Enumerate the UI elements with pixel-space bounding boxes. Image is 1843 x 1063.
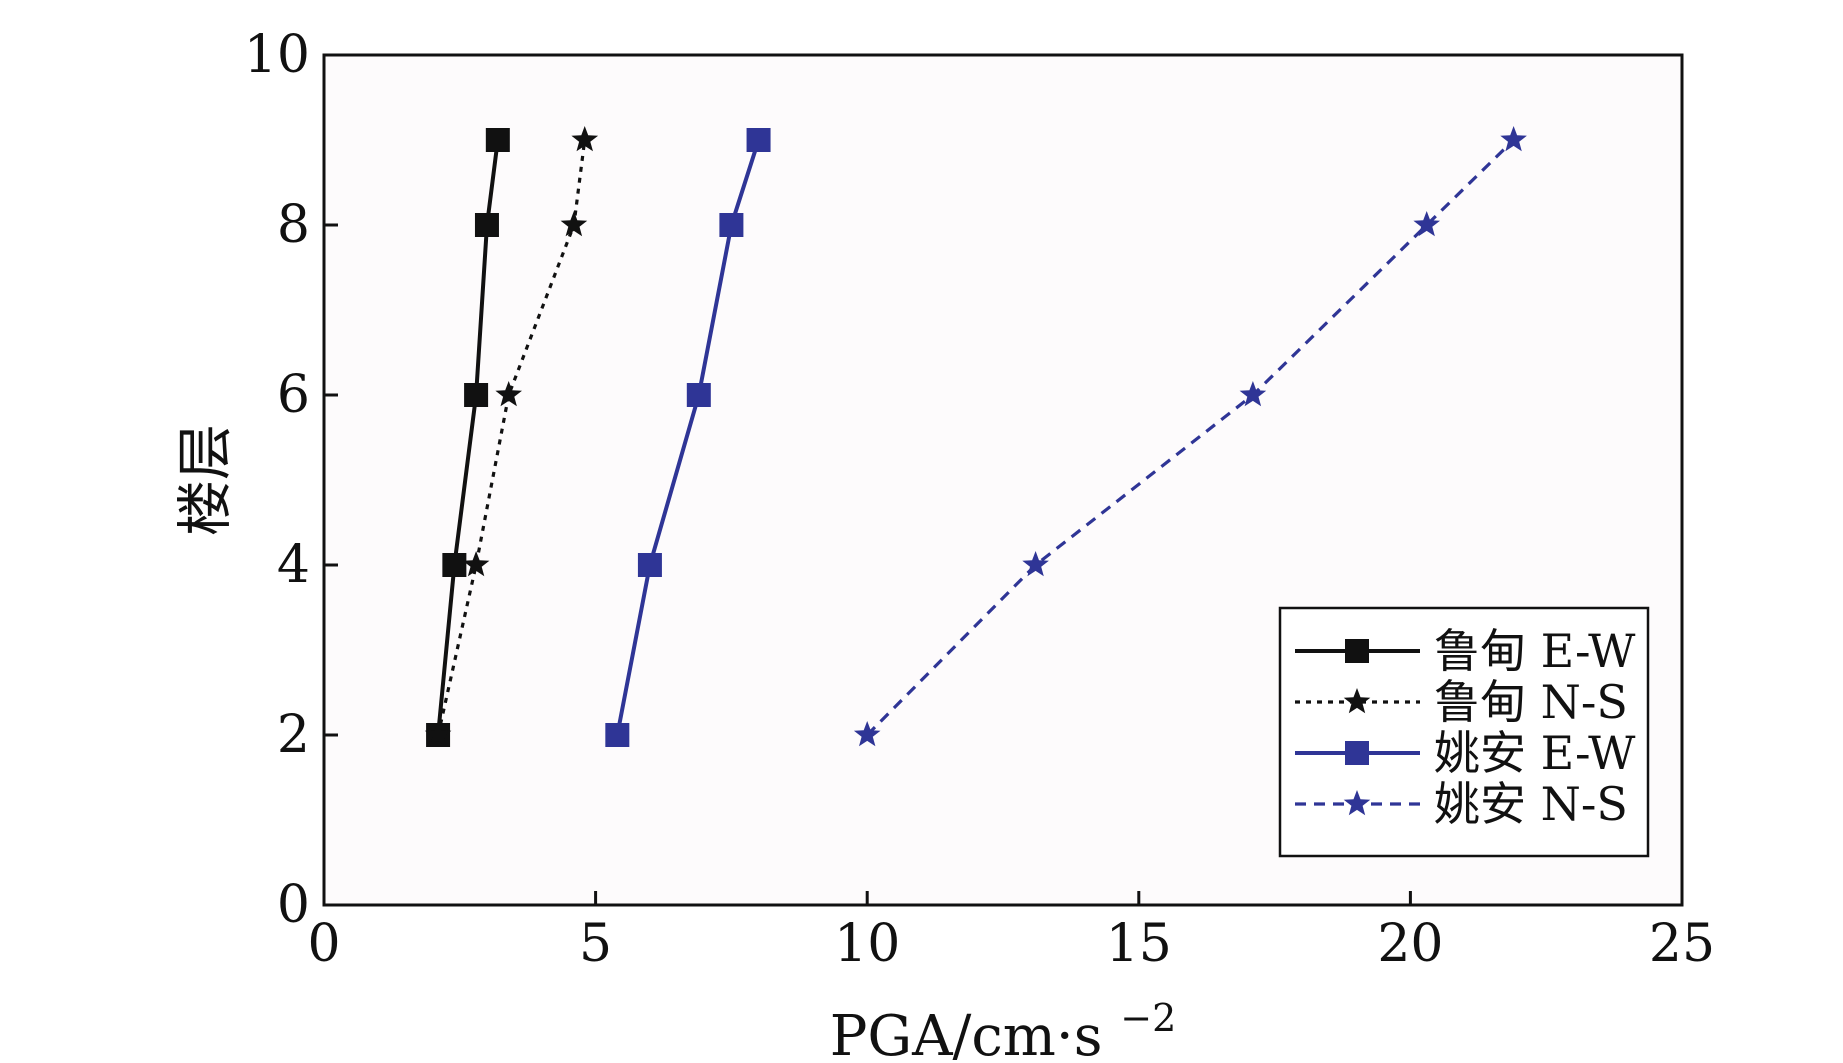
- x-axis-title: PGA/cm·s −2: [830, 996, 1177, 1063]
- y-tick-label: 10: [244, 25, 310, 85]
- x-axis-title-superscript: −2: [1120, 996, 1176, 1040]
- y-tick-label: 4: [277, 535, 310, 595]
- series-3-point: [605, 723, 630, 747]
- y-tick-label: 0: [277, 875, 310, 935]
- series-2-point: [495, 381, 522, 407]
- legend-label-1: 鲁甸 E-W: [1434, 624, 1636, 678]
- x-tick-label: 10: [834, 914, 900, 974]
- legend-marker-3: [1345, 741, 1369, 765]
- legend-label-3: 姚安 E-W: [1434, 726, 1636, 780]
- legend-marker-4: [1343, 790, 1371, 816]
- series-4-point: [1022, 551, 1049, 577]
- legend-label-2: 鲁甸 N-S: [1434, 675, 1628, 729]
- series-1-point: [485, 128, 510, 152]
- series-2-point: [560, 211, 588, 237]
- series-4-point: [1500, 126, 1527, 152]
- x-tick-label: 0: [307, 914, 340, 974]
- x-tick-label: 15: [1106, 914, 1172, 974]
- series-4-point: [1239, 381, 1267, 407]
- series-4-point: [1413, 211, 1440, 237]
- series-1-point: [464, 383, 489, 407]
- x-tick-label: 20: [1377, 914, 1443, 974]
- legend: 鲁甸 E-W鲁甸 N-S姚安 E-W姚安 N-S: [1278, 606, 1650, 858]
- series-3-point: [686, 383, 711, 407]
- x-tick-label: 5: [579, 914, 612, 974]
- series-2-point: [462, 551, 490, 577]
- series-2-point: [571, 126, 599, 152]
- legend-marker-1: [1345, 639, 1369, 663]
- series-1-point: [442, 553, 467, 577]
- x-tick-label: 25: [1649, 914, 1715, 974]
- series-4-point: [853, 721, 881, 747]
- series-3-point: [719, 213, 744, 237]
- plot-frame: [322, 53, 1684, 907]
- ticks-layer: 0 5 10 15 20 25 0 2 4 6 8 10: [244, 25, 1715, 974]
- series-3-point: [637, 553, 662, 577]
- y-tick-label: 8: [277, 195, 310, 255]
- legend-label-4: 姚安 N-S: [1434, 777, 1628, 831]
- series-3-point: [746, 128, 771, 152]
- y-tick-label: 2: [277, 705, 310, 765]
- legend-entries: 鲁甸 E-W鲁甸 N-S姚安 E-W姚安 N-S: [1295, 624, 1636, 831]
- legend-marker-2: [1343, 688, 1371, 714]
- x-axis-title-main: PGA/cm·s: [830, 1004, 1103, 1063]
- series-layer: [424, 126, 1527, 747]
- series-1-point: [474, 213, 499, 237]
- series-2-point: [424, 721, 452, 747]
- y-tick-label: 6: [277, 365, 310, 425]
- y-axis-title: 楼层: [174, 424, 239, 536]
